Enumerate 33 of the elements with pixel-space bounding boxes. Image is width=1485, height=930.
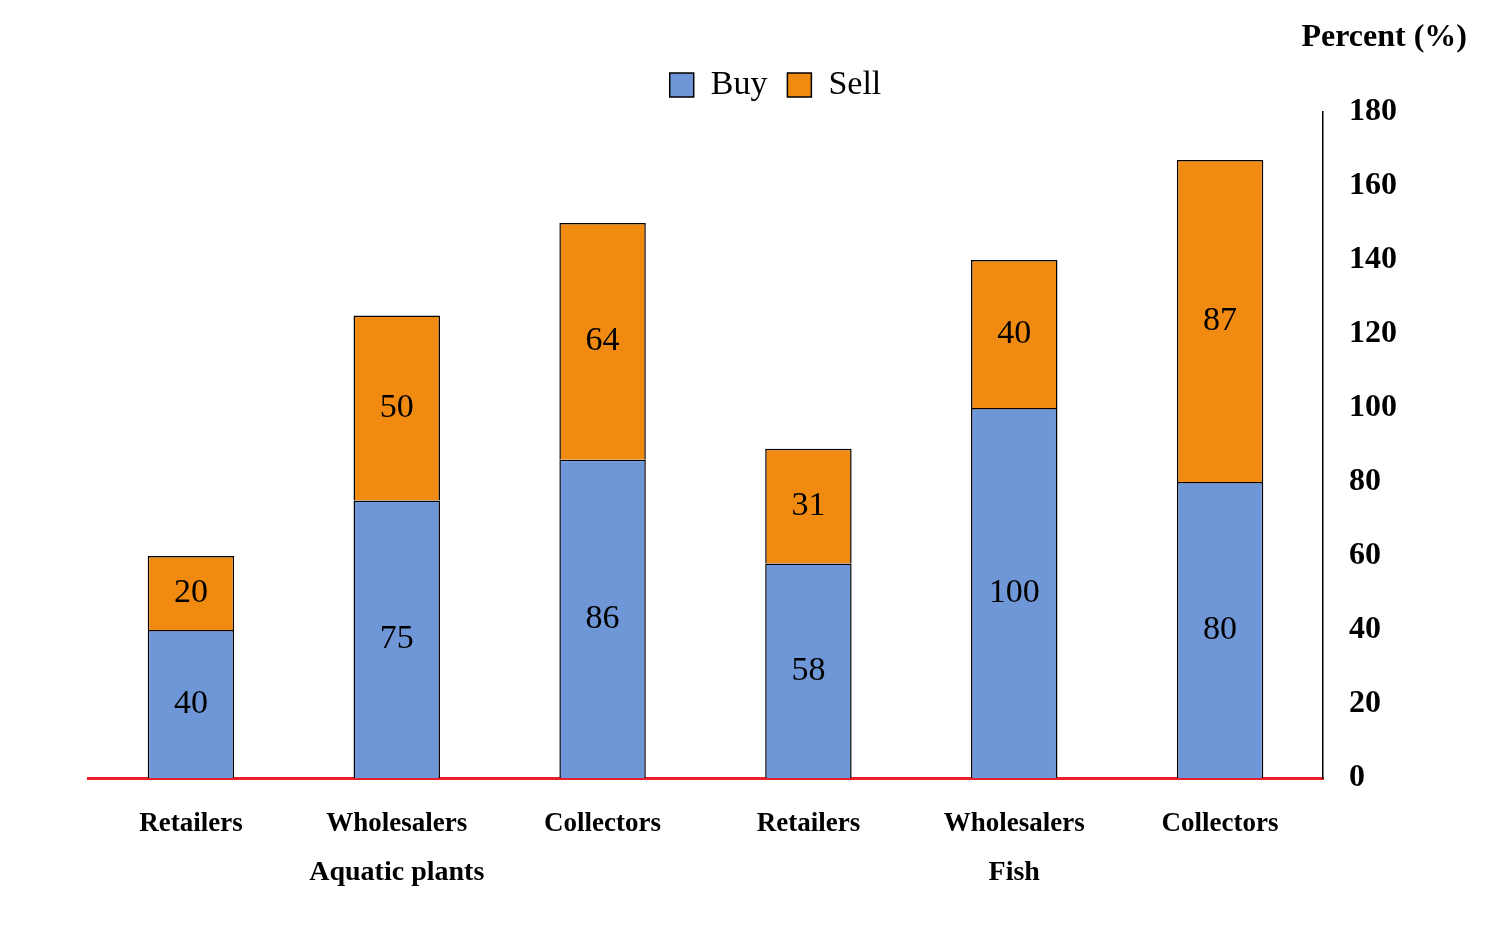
text: Aquatic plants [309, 855, 485, 887]
y-tick-label: 180 [1349, 91, 1397, 128]
y-tick-label: 160 [1349, 165, 1397, 202]
legend-label: Sell [828, 63, 882, 101]
x-tick-label: Retailers [139, 807, 243, 838]
y-tick-label: 120 [1349, 313, 1397, 350]
data-label: 80 [1203, 608, 1238, 646]
data-label: 64 [585, 320, 620, 358]
data-label: 50 [379, 386, 414, 424]
x-tick-label: Retailers [756, 807, 861, 838]
x-tick-label: Collectors [1161, 807, 1279, 838]
data-label: 100 [988, 571, 1040, 609]
text: Fish [988, 855, 1041, 887]
data-label: 87 [1203, 299, 1238, 337]
y-tick-label: 0 [1349, 757, 1365, 794]
x-tick-label: Wholesalers [943, 807, 1085, 838]
y-tick-label: 40 [1349, 609, 1381, 646]
x-tick-label: Wholesalers [326, 807, 468, 838]
data-label: 40 [997, 312, 1032, 350]
x-tick-label: Collectors [544, 807, 662, 838]
y-tick-label: 60 [1349, 535, 1381, 572]
data-label: 58 [791, 649, 826, 687]
data-label: 31 [791, 484, 826, 522]
data-label: 20 [173, 571, 208, 609]
y-tick-label: 80 [1349, 461, 1381, 498]
data-label: 86 [585, 597, 620, 635]
y-tick-label: 20 [1349, 683, 1381, 720]
data-label: 75 [379, 618, 414, 656]
legend-label: Buy [710, 63, 768, 101]
y-tick-label: 100 [1349, 387, 1397, 424]
y-axis-title: Percent (%) [1301, 17, 1467, 54]
y-tick-label: 140 [1349, 239, 1397, 276]
data-label: 40 [173, 682, 208, 720]
